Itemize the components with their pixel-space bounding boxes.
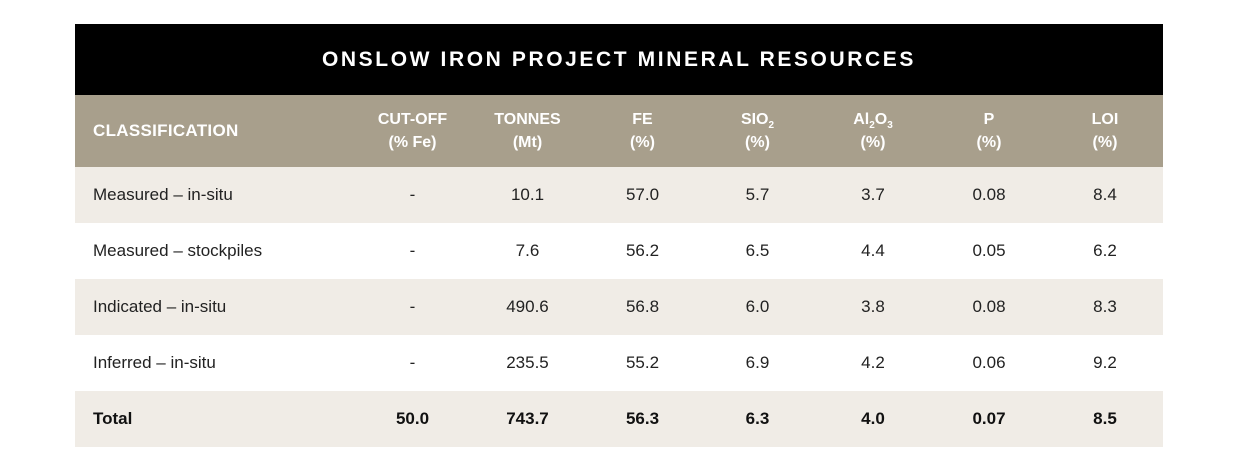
header-al2o3-name: Al2O3 [815,108,931,131]
cell-tonnes: 7.6 [515,241,540,260]
header-al2o3: Al2O3 (%) [815,108,931,154]
cell-al2o3: 3.8 [861,297,885,316]
table-row: Measured – in-situ - 10.1 57.0 5.7 3.7 0… [75,167,1163,223]
cell-loi: 9.2 [1093,353,1117,372]
header-tonnes-name: TONNES [494,111,561,128]
table-row: Measured – stockpiles - 7.6 56.2 6.5 4.4… [75,223,1163,279]
cell-cutoff: - [409,297,416,316]
cell-al2o3: 3.7 [861,185,885,204]
cell-sio2: 5.7 [745,185,770,204]
header-tonnes: TONNES (Mt) [470,108,585,154]
header-al2o3-unit: (%) [860,134,886,151]
mineral-resources-table: ONSLOW IRON PROJECT MINERAL RESOURCES CL… [75,24,1163,447]
cell-cutoff: - [409,185,416,204]
header-al2o3-o: O [874,111,888,128]
cell-classification: Inferred – in-situ [93,353,216,372]
cell-tonnes: 10.1 [510,185,545,204]
cell-al2o3: 4.4 [861,241,885,260]
cell-fe: 57.0 [625,185,660,204]
table-title: ONSLOW IRON PROJECT MINERAL RESOURCES [321,47,917,71]
header-p: P (%) [931,108,1047,154]
cell-tonnes: 235.5 [506,353,549,372]
table-title-bar: ONSLOW IRON PROJECT MINERAL RESOURCES [75,24,1163,95]
cell-sio2: 6.5 [745,241,770,260]
cell-loi: 8.4 [1093,185,1117,204]
header-loi-unit: (%) [1092,134,1118,151]
cell-fe: 56.2 [625,241,660,260]
cell-cutoff: - [409,353,416,372]
cell-cutoff: - [409,241,416,260]
header-al2o3-sub2: 3 [887,120,893,131]
cell-p: 0.06 [972,353,1006,372]
header-loi-name: LOI [1091,111,1119,128]
table-total-row: Total 50.0 743.7 56.3 6.3 4.0 0.07 8.5 [75,391,1163,447]
header-cutoff: CUT-OFF (% Fe) [355,108,470,154]
header-al2o3-al: Al [853,111,870,128]
total-p: 0.07 [972,409,1006,428]
header-sio2: SIO2 (%) [700,108,815,154]
cell-fe: 56.8 [625,297,660,316]
cell-sio2: 6.9 [745,353,770,372]
total-al2o3: 4.0 [861,409,885,428]
total-tonnes: 743.7 [506,409,549,428]
cell-al2o3: 4.2 [861,353,885,372]
header-al2o3-sub1: 2 [869,120,875,131]
header-tonnes-unit: (Mt) [512,134,543,151]
cell-fe: 55.2 [625,353,660,372]
header-fe-name: FE [632,111,653,128]
header-sio2-subscript: 2 [768,120,775,131]
header-sio2-base: SIO [740,111,769,128]
cell-p: 0.08 [972,185,1006,204]
header-cutoff-name: CUT-OFF [377,111,448,128]
cell-p: 0.05 [972,241,1006,260]
cell-p: 0.08 [972,297,1006,316]
header-fe-unit: (%) [630,134,655,151]
cell-classification: Measured – stockpiles [93,241,263,260]
table-row: Indicated – in-situ - 490.6 56.8 6.0 3.8… [75,279,1163,335]
cell-sio2: 6.0 [745,297,770,316]
cell-loi: 6.2 [1093,241,1117,260]
header-fe: FE (%) [585,108,700,154]
header-classification: CLASSIFICATION [93,121,239,140]
cell-tonnes: 490.6 [506,297,549,316]
table-row: Inferred – in-situ - 235.5 55.2 6.9 4.2 … [75,335,1163,391]
header-sio2-name: SIO2 [700,108,815,131]
total-sio2: 6.3 [745,409,770,428]
header-p-name: P [983,111,995,128]
header-p-unit: (%) [976,134,1002,151]
total-cutoff: 50.0 [395,409,430,428]
total-classification: Total [93,409,133,428]
total-loi: 8.5 [1093,409,1117,428]
total-fe: 56.3 [625,409,660,428]
header-loi: LOI (%) [1047,108,1163,154]
cell-loi: 8.3 [1093,297,1117,316]
cell-classification: Measured – in-situ [93,185,233,204]
header-sio2-unit: (%) [745,134,770,151]
table-header-row: CLASSIFICATION CUT-OFF (% Fe) TONNES (Mt… [75,95,1163,167]
header-cutoff-unit: (% Fe) [388,134,437,151]
cell-classification: Indicated – in-situ [93,297,227,316]
